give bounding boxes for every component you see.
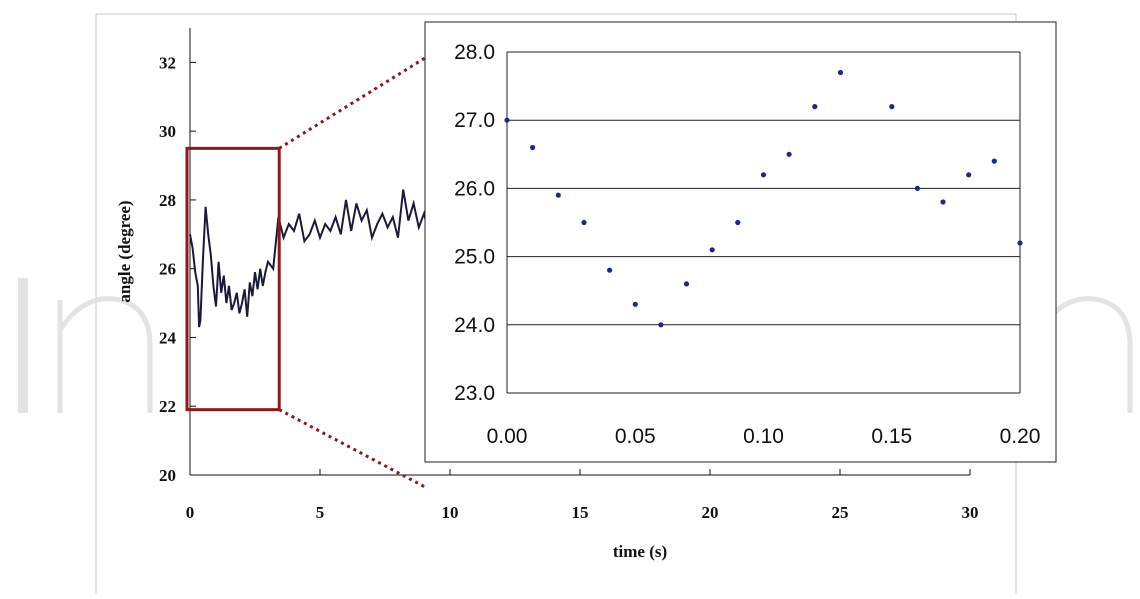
data-point bbox=[940, 199, 946, 205]
data-point bbox=[632, 301, 638, 307]
inset-y-tick-label: 26.0 bbox=[454, 177, 495, 200]
inset-y-tick-label: 25.0 bbox=[454, 246, 495, 269]
data-point bbox=[837, 69, 844, 76]
inset-gridlines bbox=[506, 51, 1021, 394]
inset-x-tick-label: 0.05 bbox=[615, 425, 656, 448]
inset-y-tick-label: 27.0 bbox=[454, 109, 495, 132]
y-tick-label: 30 bbox=[159, 122, 176, 141]
data-point bbox=[966, 172, 972, 178]
inset-x-tick-label: 0.15 bbox=[871, 425, 912, 448]
data-point bbox=[1017, 240, 1023, 246]
inset-frame bbox=[424, 21, 1057, 463]
main-x-ticks: 0 5 10 15 20 25 30 bbox=[186, 469, 979, 522]
data-point bbox=[786, 151, 792, 157]
data-point bbox=[991, 158, 997, 164]
y-tick-label: 28 bbox=[159, 191, 176, 210]
data-point bbox=[735, 219, 741, 226]
inset-x-ticks: 0.00 0.05 0.10 0.15 0.20 bbox=[487, 425, 1041, 448]
main-chart: 20 22 24 26 28 30 32 0 5 10 15 20 25 30 time (s) ang… bbox=[115, 28, 979, 561]
x-tick-label: 5 bbox=[316, 503, 325, 522]
inset-x-tick-label: 0.00 bbox=[487, 425, 528, 448]
data-point bbox=[709, 247, 715, 253]
main-y-ticks: 20 22 24 26 28 30 32 bbox=[159, 53, 196, 485]
x-tick-label: 20 bbox=[702, 503, 719, 522]
x-tick-label: 30 bbox=[962, 503, 979, 522]
x-tick-label: 25 bbox=[832, 503, 849, 522]
data-point bbox=[812, 104, 818, 110]
data-point bbox=[658, 322, 664, 328]
data-point bbox=[607, 267, 613, 273]
inset-points bbox=[504, 69, 1023, 328]
inset-y-ticks: 23.0 24.0 25.0 26.0 27.0 28.0 bbox=[454, 41, 495, 405]
y-axis-title: angle (degree) bbox=[115, 200, 134, 302]
x-tick-label: 15 bbox=[572, 503, 589, 522]
data-point bbox=[760, 172, 767, 178]
data-point bbox=[889, 104, 895, 110]
data-point bbox=[581, 219, 587, 226]
x-axis-title: time (s) bbox=[613, 542, 667, 561]
y-tick-label: 26 bbox=[159, 260, 176, 279]
inset-x-tick-label: 0.20 bbox=[1000, 425, 1041, 448]
inset-x-tick-label: 0.10 bbox=[743, 425, 784, 448]
zoom-connector-top bbox=[278, 56, 426, 150]
x-tick-label: 10 bbox=[442, 503, 459, 522]
inset-y-tick-label: 28.0 bbox=[454, 41, 495, 64]
zoom-highlight-box bbox=[185, 146, 281, 412]
inset-chart: 23.0 24.0 25.0 26.0 27.0 28.0 0.00 0.05 0.10 0.1… bbox=[424, 21, 1057, 463]
y-tick-label: 32 bbox=[159, 53, 176, 72]
y-tick-label: 24 bbox=[159, 328, 177, 347]
data-point bbox=[914, 185, 921, 191]
y-tick-label: 20 bbox=[159, 466, 176, 485]
inset-y-tick-label: 23.0 bbox=[454, 382, 495, 405]
data-point bbox=[683, 281, 690, 287]
inset-y-tick-label: 24.0 bbox=[454, 314, 495, 337]
data-point bbox=[530, 144, 536, 151]
x-tick-label: 0 bbox=[186, 503, 195, 522]
zoom-connectors bbox=[278, 56, 426, 489]
data-point bbox=[504, 117, 510, 123]
series-line bbox=[189, 189, 431, 328]
y-tick-label: 22 bbox=[159, 397, 176, 416]
data-point bbox=[555, 192, 561, 198]
